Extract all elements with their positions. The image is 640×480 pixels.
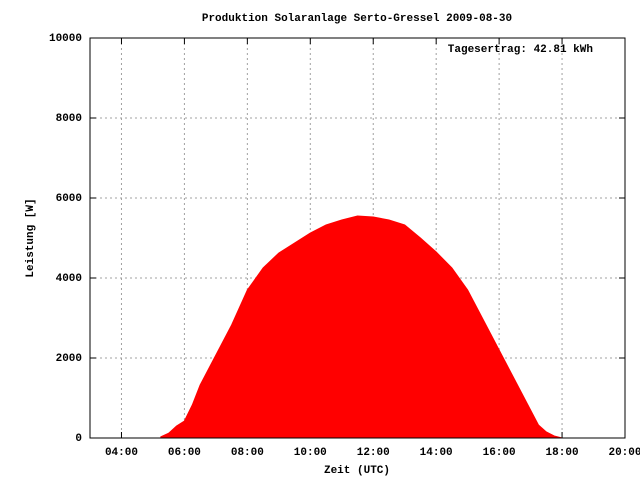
plot-border [89, 37, 626, 439]
x-tick-label: 16:00 [483, 447, 516, 459]
x-tick-label: 20:00 [608, 447, 640, 459]
x-tick-label: 12:00 [357, 447, 390, 459]
power-area [160, 215, 563, 439]
y-tick-label: 8000 [56, 113, 82, 125]
chart-title: Produktion Solaranlage Serto-Gressel 200… [202, 13, 512, 25]
y-tick-label: 10000 [49, 33, 82, 45]
y-tick-label: 2000 [56, 353, 82, 365]
x-axis-label: Zeit (UTC) [324, 465, 390, 477]
x-tick-label: 10:00 [294, 447, 327, 459]
x-tick-label: 18:00 [546, 447, 579, 459]
y-tick-label: 4000 [56, 273, 82, 285]
y-tick-label: 0 [75, 433, 82, 445]
annotation: Tagesertrag: 42.81 kWh [448, 44, 593, 56]
x-tick-label: 04:00 [105, 447, 138, 459]
x-tick-label: 08:00 [231, 447, 264, 459]
x-tick-label: 06:00 [168, 447, 201, 459]
y-axis-label: Leistung [W] [25, 198, 37, 277]
x-tick-label: 14:00 [420, 447, 453, 459]
y-tick-label: 6000 [56, 193, 82, 205]
